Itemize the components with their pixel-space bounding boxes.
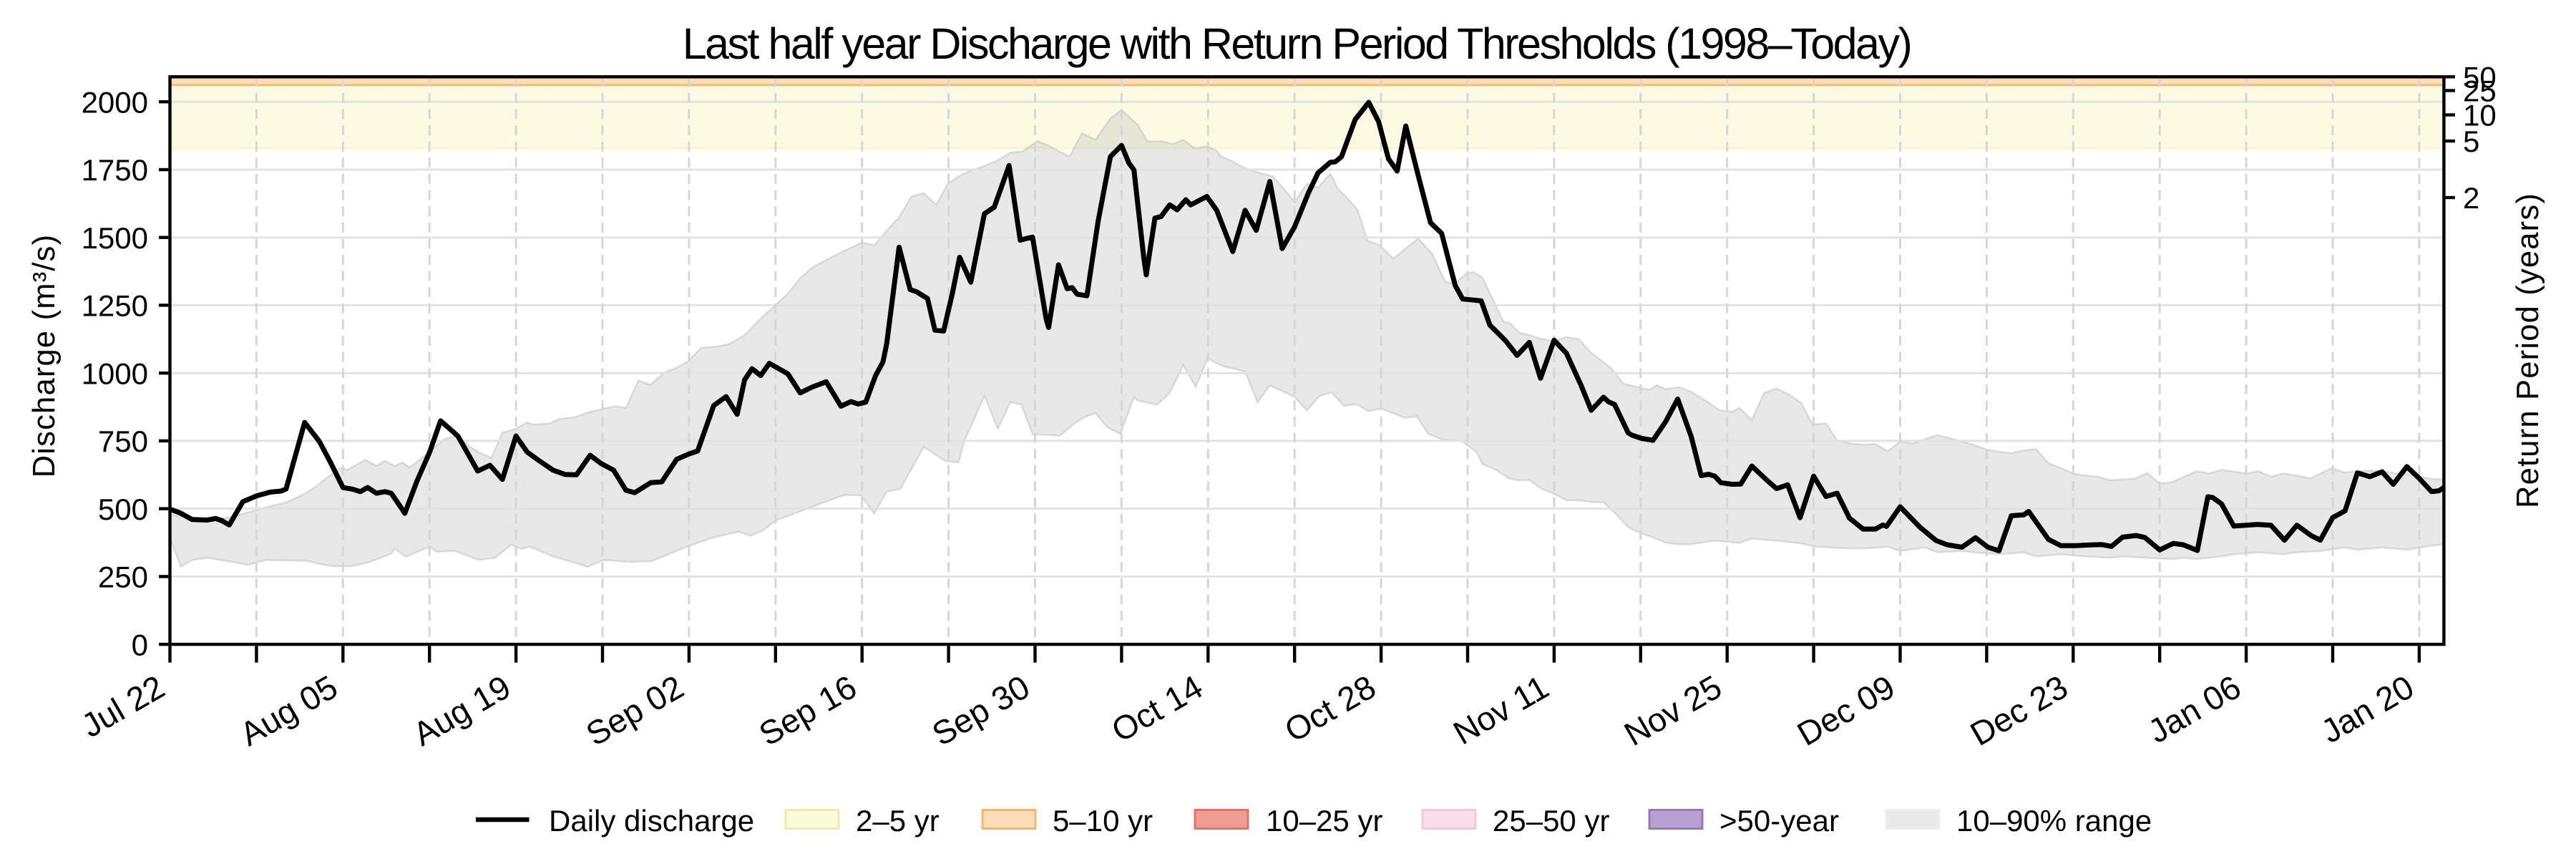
svg-text:Last half year Discharge with: Last half year Discharge with Return Per… (683, 19, 1911, 68)
svg-text:1500: 1500 (82, 221, 148, 255)
svg-text:Sep 02: Sep 02 (580, 668, 690, 753)
svg-text:Jan 06: Jan 06 (2142, 668, 2247, 750)
svg-text:750: 750 (98, 424, 148, 458)
svg-text:Daily discharge: Daily discharge (549, 804, 754, 838)
svg-text:>50-year: >50-year (1719, 804, 1839, 838)
svg-text:Sep 16: Sep 16 (753, 668, 863, 753)
svg-text:Oct 14: Oct 14 (1106, 668, 1209, 749)
svg-text:2000: 2000 (82, 85, 148, 119)
svg-text:2: 2 (2463, 181, 2479, 215)
svg-text:Sep 30: Sep 30 (926, 668, 1036, 753)
svg-text:1000: 1000 (82, 356, 148, 390)
svg-text:10: 10 (2463, 99, 2497, 132)
svg-text:Jan 20: Jan 20 (2315, 668, 2420, 750)
svg-text:Jul 22: Jul 22 (75, 668, 170, 744)
svg-text:Aug 19: Aug 19 (406, 668, 517, 753)
svg-text:10–90% range: 10–90% range (1956, 804, 2152, 838)
svg-text:5: 5 (2463, 125, 2479, 158)
svg-text:250: 250 (98, 560, 148, 594)
svg-text:25: 25 (2463, 74, 2497, 108)
svg-text:2–5 yr: 2–5 yr (856, 804, 940, 838)
svg-text:Discharge (m³/s): Discharge (m³/s) (27, 234, 62, 478)
svg-text:10–25 yr: 10–25 yr (1266, 804, 1382, 838)
svg-text:Dec 23: Dec 23 (1964, 668, 2074, 753)
svg-text:Aug 05: Aug 05 (234, 668, 344, 753)
svg-text:5–10 yr: 5–10 yr (1053, 804, 1153, 838)
svg-text:1750: 1750 (82, 153, 148, 187)
svg-text:Dec 09: Dec 09 (1791, 668, 1901, 753)
svg-text:0: 0 (132, 628, 148, 661)
svg-text:1250: 1250 (82, 289, 148, 323)
svg-text:Nov 11: Nov 11 (1447, 668, 1555, 752)
svg-text:50: 50 (2463, 61, 2497, 94)
svg-text:Nov 25: Nov 25 (1618, 668, 1728, 753)
svg-text:Return Period (years): Return Period (years) (2511, 193, 2545, 508)
svg-text:25–50 yr: 25–50 yr (1493, 804, 1609, 838)
svg-text:Oct 28: Oct 28 (1278, 668, 1382, 749)
svg-text:500: 500 (98, 492, 148, 526)
